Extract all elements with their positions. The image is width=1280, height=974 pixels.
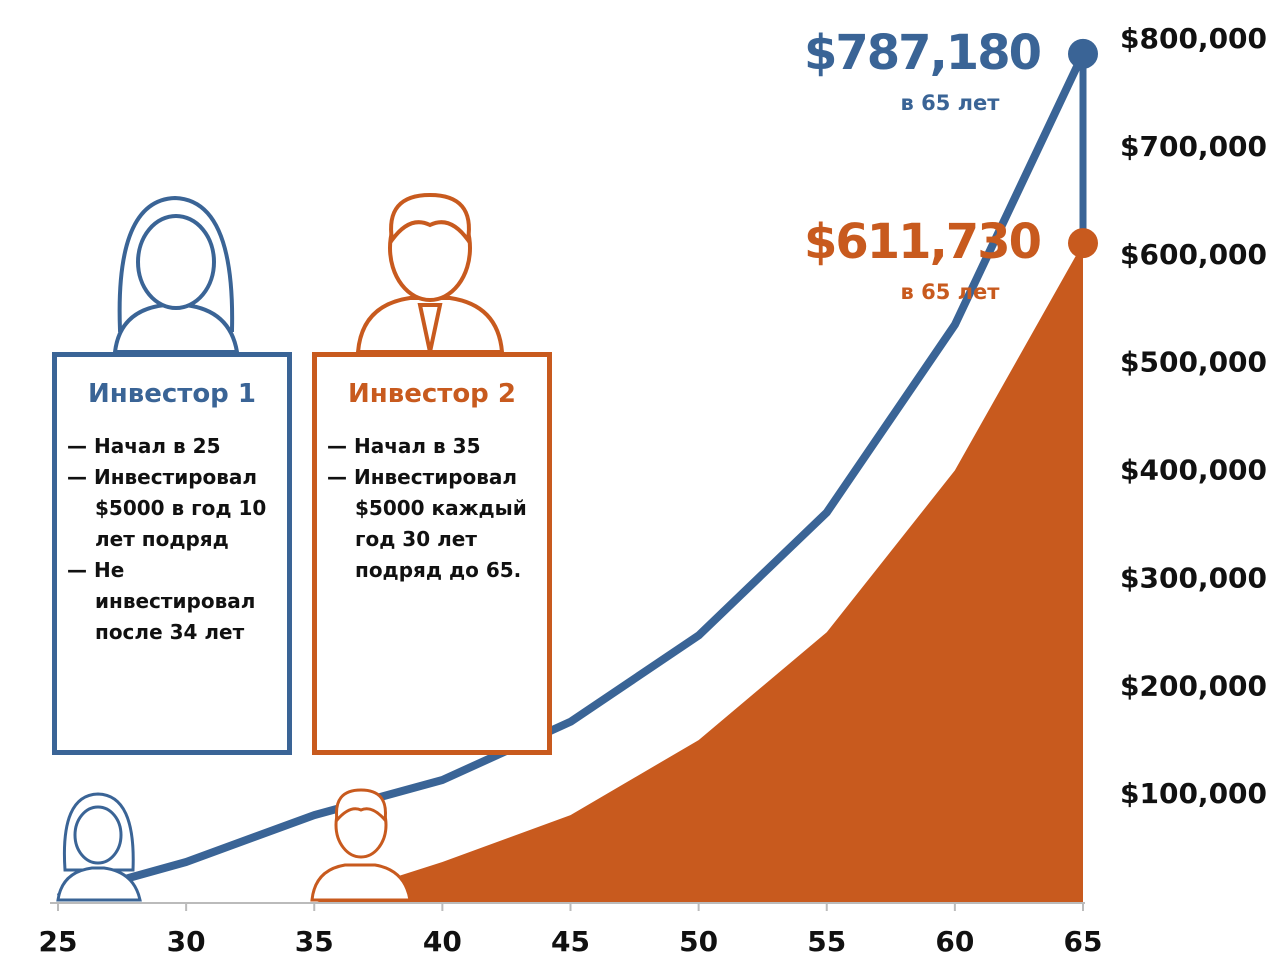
item: — Инвестировал $5000 в год 10 лет подряд: [67, 465, 267, 551]
end-label: $611,730: [804, 214, 1041, 270]
y-tick-label: $100,000: [1120, 777, 1267, 810]
x-tick-label: 30: [167, 925, 206, 958]
line: [56, 52, 1087, 902]
man-icon-large: [355, 192, 505, 354]
investor-items: — Начал в 35 — Инвестировал $5000 каждый…: [317, 431, 547, 586]
y-tick-label: $500,000: [1120, 346, 1267, 379]
end-label: $787,180: [804, 25, 1041, 81]
woman-icon-small: [56, 792, 142, 902]
y-tick-label: $300,000: [1120, 561, 1267, 594]
man-icon-small: [310, 788, 412, 902]
item: — Инвестировал $5000 каждый год 30 лет п…: [327, 465, 527, 582]
woman-icon-large: [112, 195, 240, 354]
x-tick-label: 35: [295, 925, 334, 958]
x-tick-label: 25: [39, 925, 78, 958]
y-tick-label: $200,000: [1120, 669, 1267, 702]
item: — Начал в 35: [327, 434, 481, 458]
investor-title: Инвестор 2: [348, 379, 516, 409]
y-tick-label: $700,000: [1120, 130, 1267, 163]
icons: [56, 192, 505, 902]
investor-items: — Начал в 25 — Инвестировал $5000 в год …: [57, 431, 287, 648]
area: [314, 243, 1083, 904]
y-tick-label: $800,000: [1120, 22, 1267, 55]
end-note: в 65 лет: [901, 280, 1001, 304]
x-tick-label: 65: [1064, 925, 1103, 958]
end-marker: [1068, 38, 1098, 69]
x-tick-label: 50: [679, 925, 718, 958]
y-tick-label: $600,000: [1120, 238, 1267, 271]
x-tick-label: 40: [423, 925, 462, 958]
investor-title: Инвестор 1: [88, 379, 256, 409]
x-tick-label: 45: [551, 925, 590, 958]
end-note: в 65 лет: [901, 91, 1001, 115]
item: — Начал в 25: [67, 434, 221, 458]
x-tick-label: 60: [935, 925, 974, 958]
y-tick-label: $400,000: [1120, 454, 1267, 487]
x-tick-label: 55: [807, 925, 846, 958]
item: — Не инвестировал после 34 лет: [67, 558, 256, 644]
investor-box: Инвестор 2 — Начал в 35 — Инвестировал $…: [312, 352, 552, 755]
investor-box: Инвестор 1 — Начал в 25 — Инвестировал $…: [52, 352, 292, 755]
end-marker: [1068, 228, 1098, 259]
